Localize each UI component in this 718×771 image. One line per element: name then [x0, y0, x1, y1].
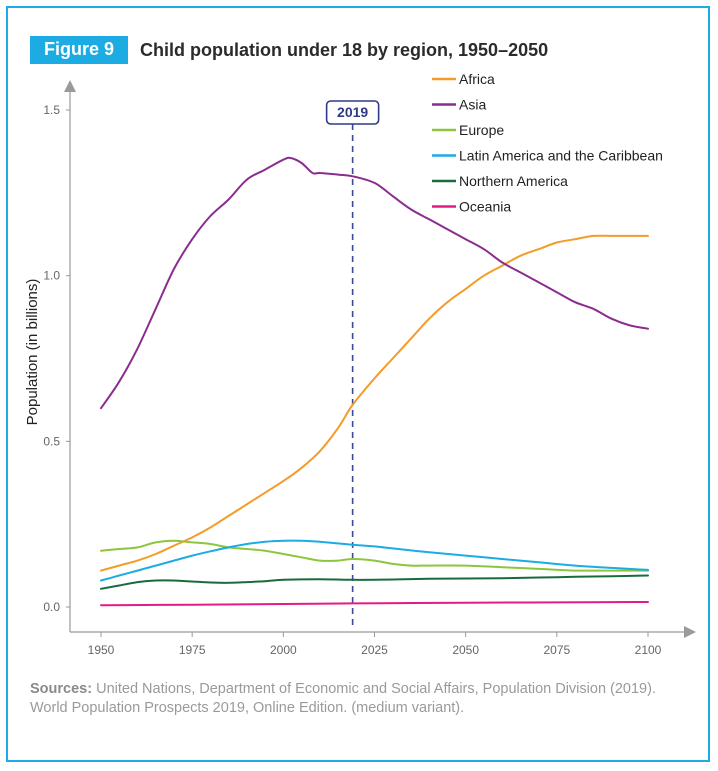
- sources-note: Sources: United Nations, Department of E…: [30, 680, 690, 718]
- x-tick-label: 2100: [635, 643, 662, 657]
- figure-header: Figure 9 Child population under 18 by re…: [30, 36, 548, 64]
- legend-label-oceania: Oceania: [459, 199, 511, 215]
- legend: Africa Asia Europe Latin America and the Ca…: [432, 71, 663, 215]
- legend-label-asia: Asia: [459, 97, 486, 113]
- y-tick-label: 0.0: [43, 600, 60, 614]
- legend-label-latin-america-and-the-caribbean: Latin America and the Caribbean: [459, 148, 663, 164]
- legend-label-africa: Africa: [459, 71, 495, 87]
- axes: 0.0 0.5 1.0 1.5 1950 1975 2000 2025 2050 2075 2100: [43, 80, 696, 657]
- annotation-label: 2019: [337, 104, 368, 120]
- annotation-box: [325, 100, 380, 125]
- legend-label-northern-america: Northern America: [459, 173, 568, 189]
- legend-label-europe: Europe: [459, 122, 504, 138]
- x-tick-label: 2000: [270, 643, 297, 657]
- x-tick-label: 1975: [179, 643, 206, 657]
- figure-frame: [6, 6, 710, 762]
- y-tick-label: 1.5: [43, 103, 60, 117]
- y-tick-label: 1.0: [43, 269, 60, 283]
- x-tick-label: 2025: [361, 643, 388, 657]
- series-line-europe: [100, 539, 649, 572]
- series-lines: [100, 156, 649, 607]
- x-tick-label: 2075: [543, 643, 570, 657]
- series-line-northern-america: [100, 574, 649, 590]
- y-tick-label: 0.5: [43, 434, 60, 448]
- figure-title: Child population under 18 by region, 195…: [140, 39, 549, 60]
- y-axis-label: Population (in billions): [24, 279, 41, 426]
- series-line-africa: [100, 234, 649, 572]
- sources-text: United Nations, Department of Economic a…: [30, 681, 656, 716]
- figure-tag: Figure 9: [30, 36, 129, 64]
- series-line-asia: [100, 156, 649, 410]
- series-line-latin-america-and-the-caribbean: [100, 539, 649, 582]
- series-line-oceania: [100, 601, 649, 607]
- x-tick-label: 2050: [452, 643, 479, 657]
- x-tick-label: 1950: [88, 643, 115, 657]
- sources-label: Sources:: [30, 681, 93, 697]
- annotation-2019: 2019: [325, 100, 380, 626]
